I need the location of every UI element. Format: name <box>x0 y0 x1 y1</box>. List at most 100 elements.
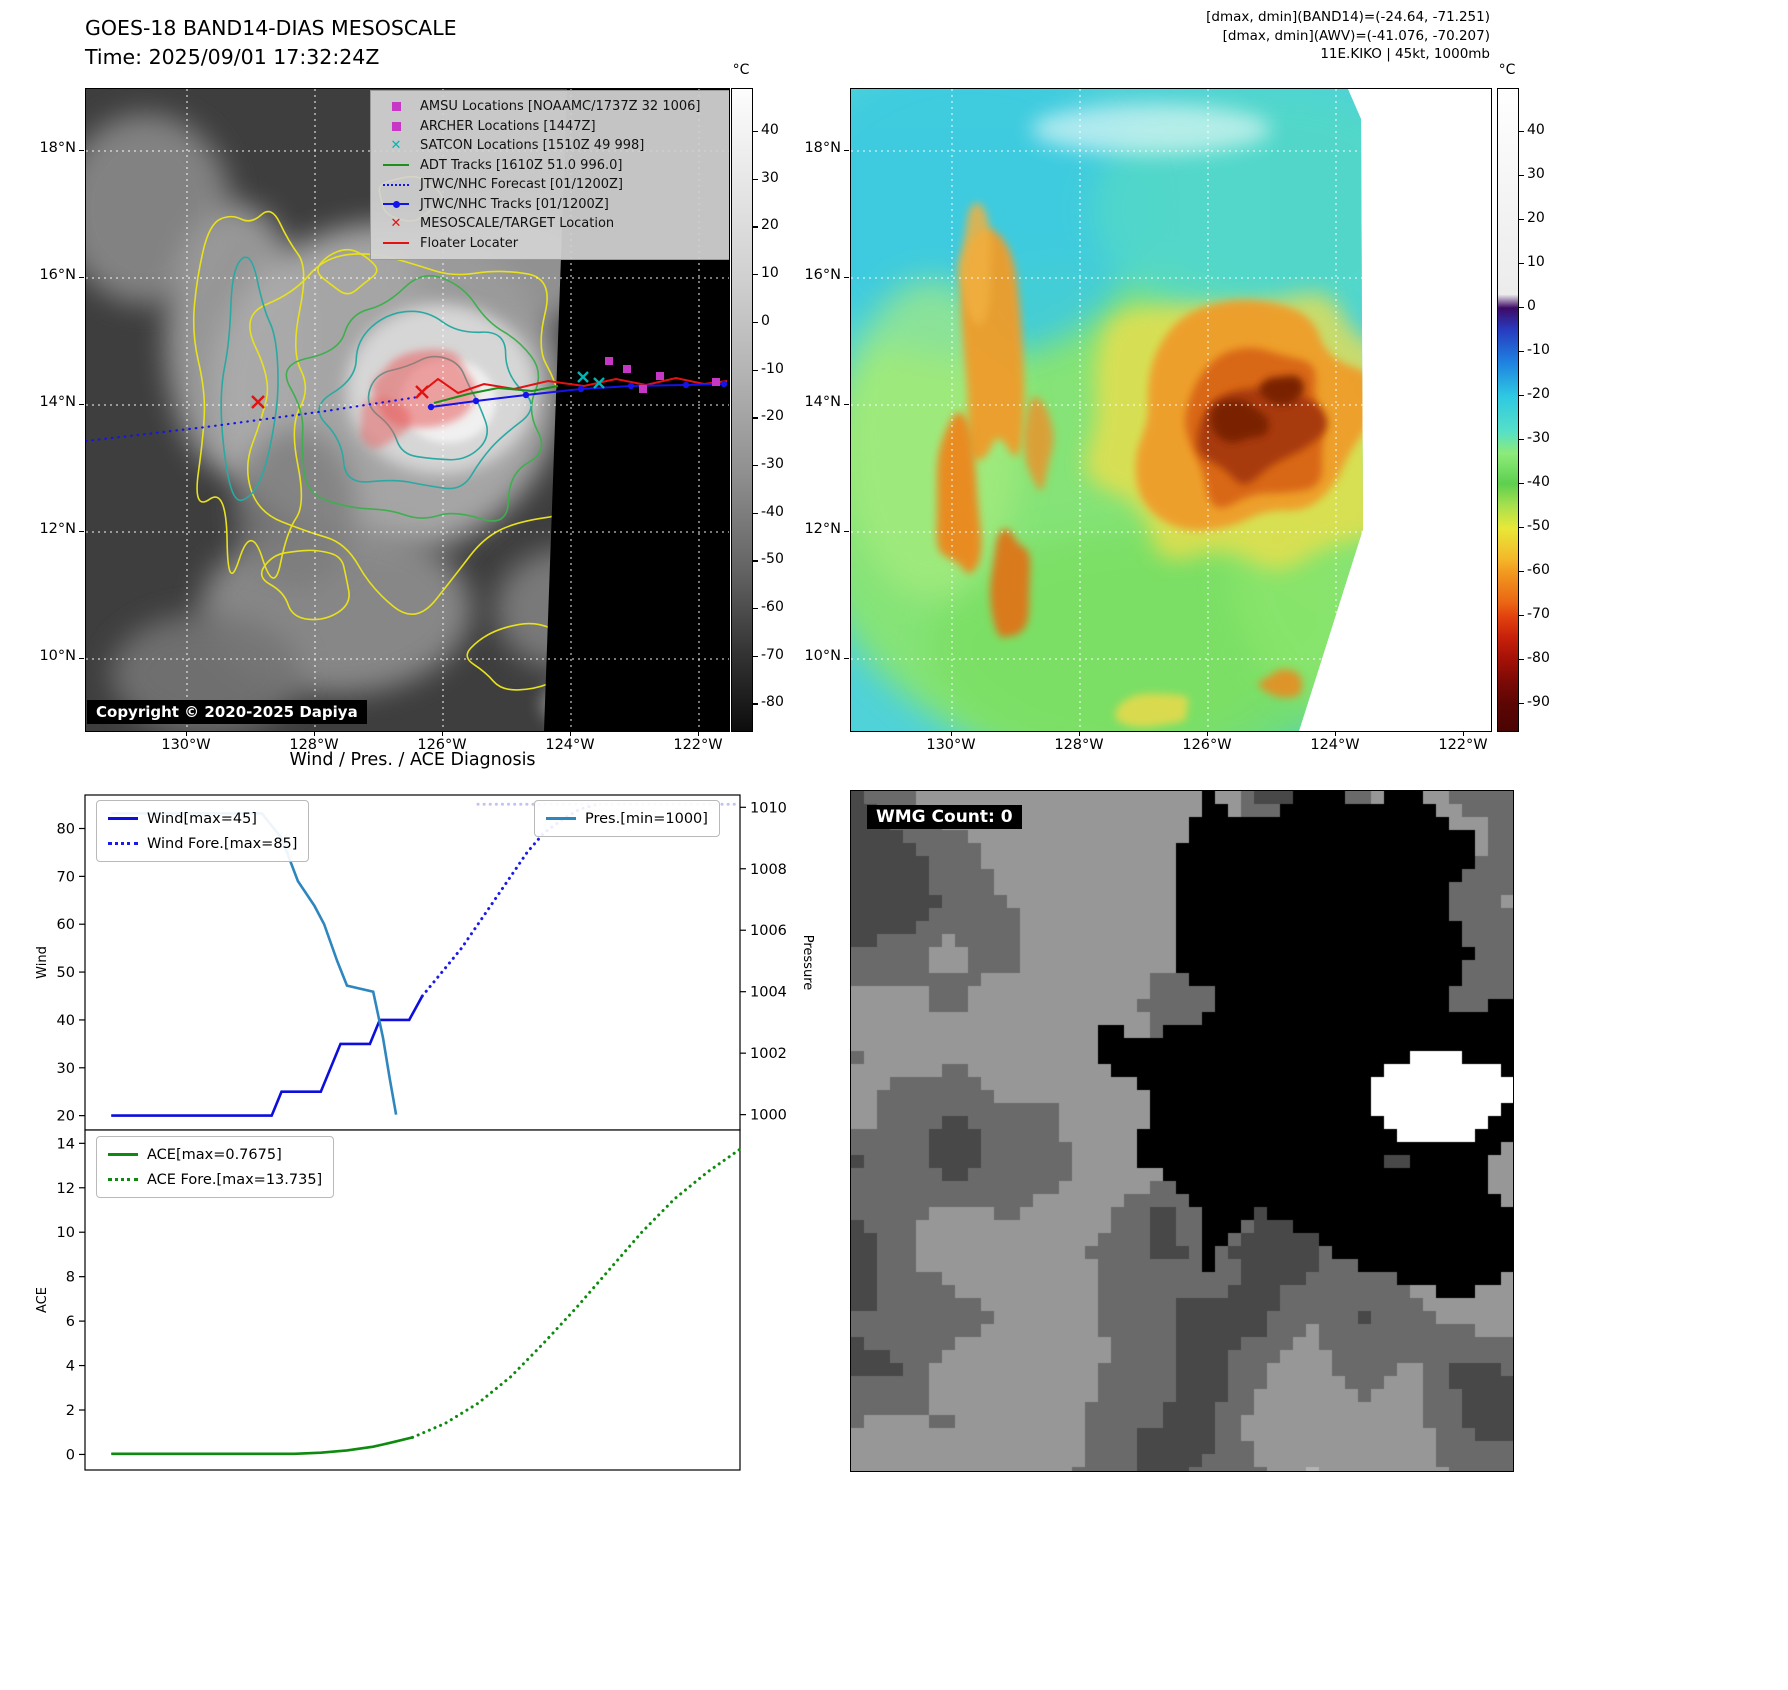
y-tick-label: 14 <box>57 1136 75 1152</box>
colorbar-tick-label: -10 <box>1527 342 1550 358</box>
colorbar-tick-label: 20 <box>761 217 779 234</box>
target-sector-shade <box>360 396 411 449</box>
tick-mark <box>753 131 758 133</box>
dmax-dmin-awv: [dmax, dmin](AWV)=(-41.076, -70.207) <box>1222 27 1490 44</box>
legend-label: AMSU Locations [NOAAMC/1737Z 32 1006] <box>420 99 701 115</box>
y-tick-label: 6 <box>66 1314 75 1330</box>
legend-label: JTWC/NHC Tracks [01/1200Z] <box>420 196 609 212</box>
line-icon <box>383 242 409 245</box>
wind-legend: Wind[max=45] Wind Fore.[max=85] <box>96 800 310 862</box>
y-tick-label: 12 <box>57 1181 75 1197</box>
y-tick-label: 50 <box>57 965 75 981</box>
lat-tick-label: 12°N <box>39 521 76 537</box>
line-dot-icon <box>383 200 409 209</box>
tick-mark <box>1519 483 1524 485</box>
tick-mark <box>442 731 444 736</box>
lat-tick-label: 18°N <box>804 140 841 156</box>
square-icon <box>391 121 401 131</box>
wmg-count-label: WMG Count: 0 <box>867 805 1022 829</box>
y-tick-label: 10 <box>57 1225 75 1241</box>
lat-tick-label: 14°N <box>804 394 841 410</box>
y-tick-label: 1006 <box>750 923 787 939</box>
colorbar-tick-label: 10 <box>761 265 779 282</box>
tick-mark <box>79 404 84 406</box>
amsu-location-marker <box>639 385 647 393</box>
tick-mark <box>753 560 758 562</box>
colorbar-awv <box>1497 88 1519 732</box>
dmax-dmin-band14: [dmax, dmin](BAND14)=(-24.64, -71.251) <box>1206 9 1490 25</box>
lat-tick-label: 16°N <box>804 267 841 283</box>
satcon-location-marker <box>593 377 605 389</box>
tick-mark <box>844 150 849 152</box>
contour-line <box>246 253 577 615</box>
legend-row: ✕ SATCON Locations [1510Z 49 998] <box>379 136 726 156</box>
y-axis-label: Wind <box>35 946 50 979</box>
tick-mark <box>753 608 758 610</box>
tick-mark <box>1519 527 1524 529</box>
colorbar-tick-label: -20 <box>1527 386 1550 402</box>
track-point <box>522 391 530 399</box>
legend-row: Wind Fore.[max=85] <box>108 831 297 856</box>
y-tick-label: 2 <box>66 1403 75 1419</box>
lon-tick-label: 128°W <box>1054 737 1104 753</box>
tick-mark <box>753 369 758 371</box>
tick-mark <box>844 658 849 660</box>
colorbar-tick-label: -60 <box>761 599 784 615</box>
goes-title-block: GOES-18 BAND14-DIAS MESOSCALE Time: 2025… <box>85 14 457 72</box>
contour-line <box>318 310 532 490</box>
y-tick-label: 70 <box>57 869 75 885</box>
mesoscale-target-marker <box>251 395 265 409</box>
colorbar-tick-label: 40 <box>1527 122 1545 138</box>
tick-mark <box>1519 219 1524 221</box>
colorbar-tick-label: -20 <box>761 408 784 425</box>
legend-row: ✕ MESOSCALE/TARGET Location <box>379 214 726 234</box>
tick-mark <box>753 178 758 181</box>
colorbar-tick-label: 10 <box>1527 254 1545 270</box>
tick-mark <box>1519 131 1524 133</box>
y-tick-label: 80 <box>57 822 75 838</box>
y-tick-label: 30 <box>57 1061 75 1077</box>
colorbar-tick-label: -70 <box>1527 606 1550 622</box>
tick-mark <box>698 731 700 736</box>
lon-tick-label: 128°W <box>289 737 339 753</box>
tick-mark <box>753 226 758 228</box>
y-tick-label: 1010 <box>750 800 787 816</box>
tick-mark <box>753 703 758 705</box>
tick-mark <box>844 404 849 406</box>
colorbar-tick-label: 20 <box>1527 210 1545 226</box>
lon-tick-label: 122°W <box>1438 737 1488 753</box>
mesoscale-target-marker <box>415 385 429 399</box>
tick-mark <box>844 277 849 279</box>
colorbar-tick-label: -90 <box>1527 694 1550 710</box>
colorbar-tick-label: -60 <box>1527 562 1550 578</box>
track-point <box>720 380 728 388</box>
ace-legend: ACE[max=0.7675] ACE Fore.[max=13.735] <box>96 1136 335 1198</box>
pressure-legend: Pres.[min=1000] <box>534 800 720 837</box>
tick-mark <box>1519 351 1524 353</box>
colorbar-unit-awv: °C <box>1498 62 1516 78</box>
tick-mark <box>79 150 84 152</box>
legend-row: Pres.[min=1000] <box>546 806 708 831</box>
storm-id-intensity: 11E.KIKO | 45kt, 1000mb <box>1320 46 1490 62</box>
lon-tick-label: 124°W <box>545 737 595 753</box>
lon-tick-label: 124°W <box>1310 737 1360 753</box>
copyright-label: Copyright © 2020-2025 Dapiya <box>87 700 367 724</box>
legend-line-swatch <box>108 842 138 845</box>
lon-tick-label: 130°W <box>161 737 211 753</box>
y-tick-label: 20 <box>57 1109 75 1125</box>
track-point <box>427 403 435 411</box>
legend-label: Pres.[min=1000] <box>585 810 708 827</box>
wmg-pixel-image <box>851 791 1513 1471</box>
lat-tick-label: 14°N <box>39 394 76 410</box>
tick-mark <box>1079 731 1081 736</box>
legend-label: ACE[max=0.7675] <box>147 1146 282 1163</box>
awv-map <box>850 88 1492 732</box>
legend-label: ARCHER Locations [1447Z] <box>420 118 596 134</box>
y-tick-label: 1004 <box>750 985 787 1001</box>
awv-info-block: [dmax, dmin](BAND14)=(-24.64, -71.251) [… <box>950 8 1490 64</box>
y-tick-label: 8 <box>66 1270 75 1286</box>
y-tick-label: 0 <box>66 1447 75 1463</box>
tick-mark <box>1463 731 1465 736</box>
legend-row: ADT Tracks [1610Z 51.0 996.0] <box>379 156 726 176</box>
